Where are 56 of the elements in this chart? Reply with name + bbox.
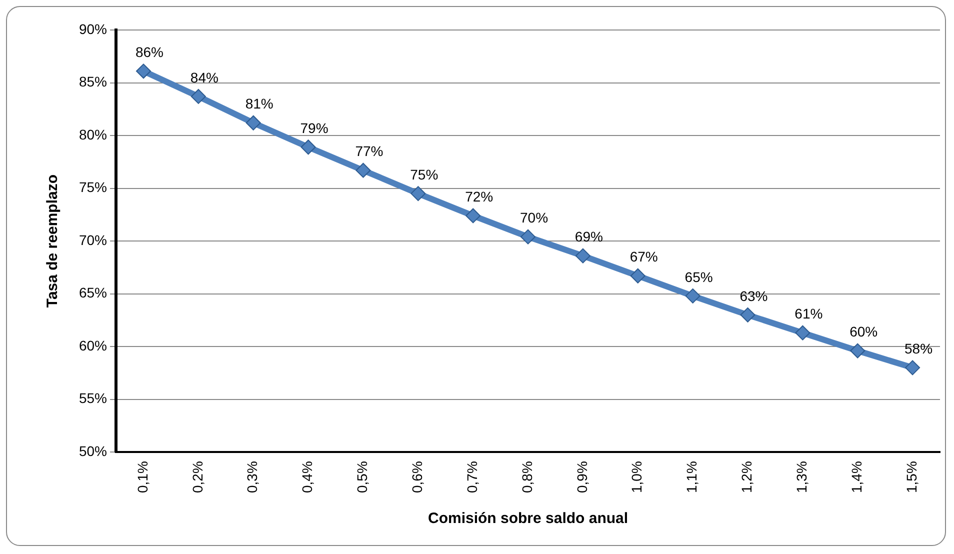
data-label: 65% [684,268,713,285]
x-tick-label: 0,2% [189,461,206,494]
y-tick-label: 85% [78,74,108,90]
data-label: 67% [630,248,658,265]
data-label: 69% [574,228,603,245]
data-label: 86% [135,44,164,60]
point [520,229,536,244]
point [190,88,206,104]
data-label: 61% [794,306,823,322]
y-tick-label: 50% [78,442,108,459]
y-tick-label: 65% [78,284,108,301]
data-label: 58% [904,340,933,357]
point [466,208,481,224]
point [740,307,756,322]
x-tick-label: 0,1% [134,461,150,494]
x-tick-label: 0,8% [518,461,535,494]
point [685,288,700,304]
point [575,248,590,264]
x-tick-label: 1,2% [738,461,755,494]
data-label: 75% [410,166,438,182]
x-axis-title: Comisión sobre saldo anual [428,510,628,528]
data-label: 79% [300,120,328,136]
x-tick-label: 1,4% [848,461,864,494]
x-tick-label: 0,6% [409,461,426,494]
point [850,343,866,358]
y-tick-label: 60% [78,337,108,354]
y-tick-label: 70% [78,232,108,248]
x-tick-label: 1,1% [684,461,700,494]
point [136,64,151,79]
data-label: 63% [740,288,768,304]
point [795,325,810,340]
x-tick-label: 0,7% [464,461,480,494]
point [356,162,371,178]
data-label: 81% [245,96,274,112]
x-tick-label: 0,4% [299,461,316,494]
data-label: 70% [520,210,548,226]
data-label: 84% [190,69,218,86]
x-tick-label: 0,3% [244,461,260,494]
point [246,115,261,130]
x-tick-label: 1,3% [794,461,810,494]
point [905,360,920,376]
x-tick-label: 1,5% [903,461,920,494]
y-tick-label: 55% [78,390,108,406]
data-label: 77% [355,143,384,160]
data-label: 60% [850,324,878,340]
y-tick-label: 90% [78,20,108,37]
data-label: 72% [465,188,494,205]
y-tick-label: 75% [78,179,108,196]
x-tick-label: 0,5% [354,461,370,494]
y-tick-label: 80% [78,126,108,142]
y-axis-title: Tasa de reemplazo [44,174,62,308]
point [630,268,646,284]
x-tick-label: 1,0% [628,461,645,494]
point [410,186,426,202]
point [300,140,316,155]
x-tick-label: 0,9% [574,461,590,494]
